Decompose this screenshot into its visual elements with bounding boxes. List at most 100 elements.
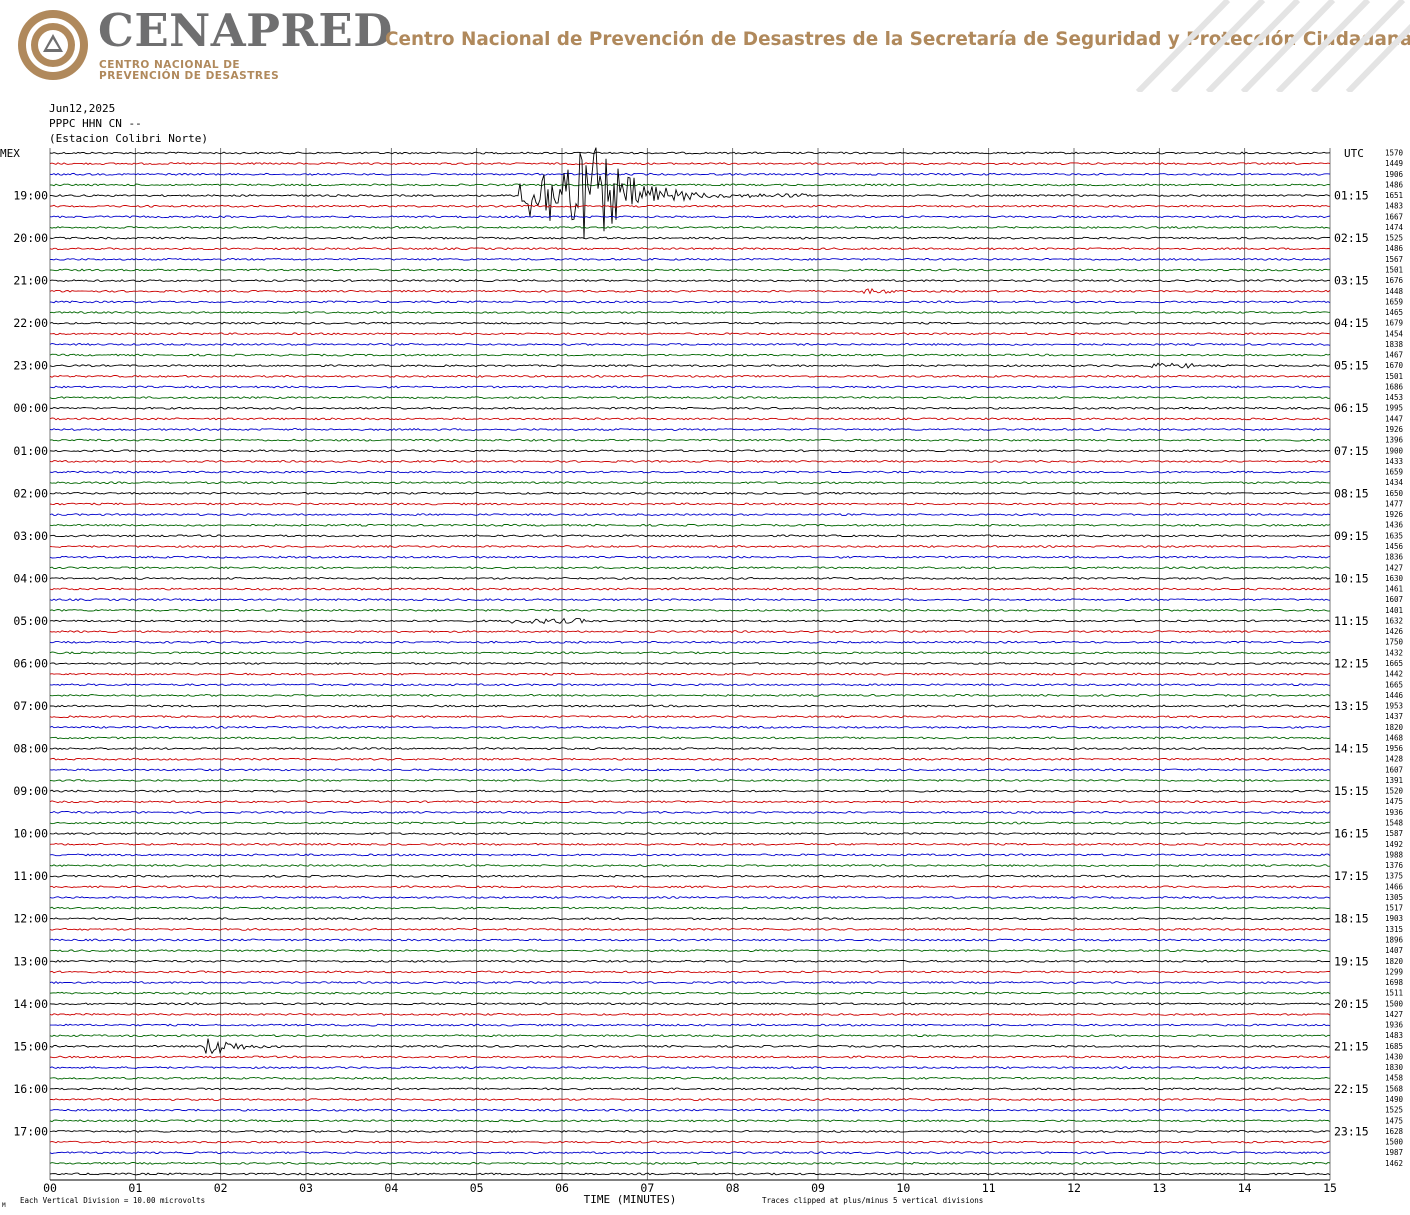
row-value-label: 1427: [1385, 1010, 1403, 1019]
x-tick-label: 06: [555, 1181, 569, 1195]
trace-row: [49, 587, 1331, 591]
x-tick-label: 13: [1152, 1181, 1166, 1195]
hour-label-right: 13:15: [1334, 699, 1369, 713]
row-value-label: 1315: [1385, 925, 1403, 934]
x-tick-label: 01: [128, 1181, 142, 1195]
row-value-label: 1635: [1385, 531, 1403, 540]
trace-row: [49, 257, 1331, 261]
trace-row: [49, 502, 1331, 506]
hour-label-right: 06:15: [1334, 401, 1369, 415]
left-zone-label: MEX: [0, 147, 20, 160]
trace-row: [49, 236, 1331, 240]
trace-row: [49, 147, 1331, 240]
hour-label-left: 23:00: [13, 359, 48, 373]
trace-row: [49, 598, 1331, 602]
record-date: Jun12,2025: [49, 102, 116, 115]
row-value-label: 1750: [1385, 638, 1404, 647]
row-value-label: 1686: [1385, 382, 1404, 391]
hour-label-left: 09:00: [13, 784, 48, 798]
row-value-label: 1434: [1385, 478, 1404, 487]
row-value-label: 1659: [1385, 468, 1403, 477]
row-value-label: 1492: [1385, 840, 1403, 849]
row-value-label: 1632: [1385, 616, 1403, 625]
row-value-label: 1483: [1385, 202, 1403, 211]
row-value-label: 1988: [1385, 850, 1404, 859]
x-tick-label: 15: [1323, 1181, 1337, 1195]
row-value-label: 1474: [1385, 223, 1404, 232]
trace-row: [49, 970, 1331, 974]
trace-row: [49, 279, 1331, 283]
row-value-label: 1567: [1385, 255, 1403, 264]
row-value-label: 1525: [1385, 1106, 1403, 1115]
row-value-label: 1376: [1385, 861, 1404, 870]
hour-label-right: 14:15: [1334, 742, 1369, 756]
trace-row: [49, 715, 1331, 719]
trace-row: [50, 1023, 1331, 1027]
trace-row: [49, 617, 1331, 625]
row-value-label: 1500: [1385, 1138, 1404, 1147]
row-value-label: 1486: [1385, 244, 1404, 253]
trace-row: [49, 1034, 1331, 1038]
trace-row: [49, 481, 1331, 485]
trace-row: [49, 981, 1330, 984]
row-value-label: 1437: [1385, 712, 1403, 721]
row-value-label: 1548: [1385, 819, 1404, 828]
trace-row: [49, 1119, 1331, 1123]
trace-row: [49, 183, 1331, 187]
trace-row: [49, 853, 1331, 857]
row-value-label: 1820: [1385, 957, 1404, 966]
trace-row: [49, 832, 1331, 836]
trace-row: [49, 247, 1331, 251]
hour-label-right: 08:15: [1334, 486, 1369, 500]
row-value-label: 1428: [1385, 755, 1404, 764]
hour-label-right: 10:15: [1334, 571, 1369, 585]
x-tick-label: 02: [214, 1181, 228, 1195]
hour-label-left: 21:00: [13, 274, 48, 288]
trace-row: [49, 906, 1331, 910]
x-tick-label: 11: [982, 1181, 996, 1195]
row-value-label: 1462: [1385, 1159, 1403, 1168]
trace-row: [50, 1098, 1331, 1101]
row-value-label: 1453: [1385, 393, 1403, 402]
trace-row: [49, 1087, 1331, 1091]
row-value-label: 1525: [1385, 234, 1403, 243]
trace-row: [49, 374, 1331, 378]
corner-mark: M: [2, 1202, 6, 1209]
x-axis-title: TIME (MINUTES): [584, 1193, 677, 1206]
row-value-label: 1448: [1385, 287, 1404, 296]
x-tick-label: 09: [811, 1181, 825, 1195]
trace-row: [49, 491, 1331, 495]
row-value-label: 1407: [1385, 946, 1403, 955]
trace-row: [49, 810, 1331, 814]
trace-row: [49, 576, 1331, 580]
x-tick-label: 08: [726, 1181, 740, 1195]
hour-label-right: 09:15: [1334, 529, 1369, 543]
trace-row: [49, 1172, 1331, 1176]
row-value-label: 1628: [1385, 1127, 1404, 1136]
row-value-label: 1630: [1385, 574, 1404, 583]
hour-label-left: 00:00: [13, 401, 48, 415]
hour-label-right: 07:15: [1334, 444, 1369, 458]
row-value-label: 1896: [1385, 935, 1404, 944]
row-value-label: 1667: [1385, 212, 1403, 221]
trace-row: [49, 438, 1331, 442]
row-value-label: 1900: [1385, 446, 1404, 455]
trace-row: [50, 332, 1331, 336]
trace-row: [49, 651, 1331, 655]
trace-row: [49, 896, 1331, 899]
row-value-label: 1433: [1385, 457, 1403, 466]
trace-row: [49, 874, 1331, 878]
row-value-label: 1665: [1385, 659, 1403, 668]
trace-row: [49, 885, 1331, 889]
row-value-label: 1446: [1385, 691, 1404, 700]
hour-label-right: 12:15: [1334, 656, 1369, 670]
trace-row: [50, 1108, 1331, 1112]
x-tick-label: 12: [1067, 1181, 1081, 1195]
row-value-label: 1665: [1385, 680, 1403, 689]
hour-label-right: 22:15: [1334, 1082, 1369, 1096]
trace-row: [49, 362, 1331, 369]
hour-label-left: 22:00: [13, 316, 48, 330]
row-value-label: 1477: [1385, 499, 1403, 508]
row-value-label: 1520: [1385, 787, 1404, 796]
